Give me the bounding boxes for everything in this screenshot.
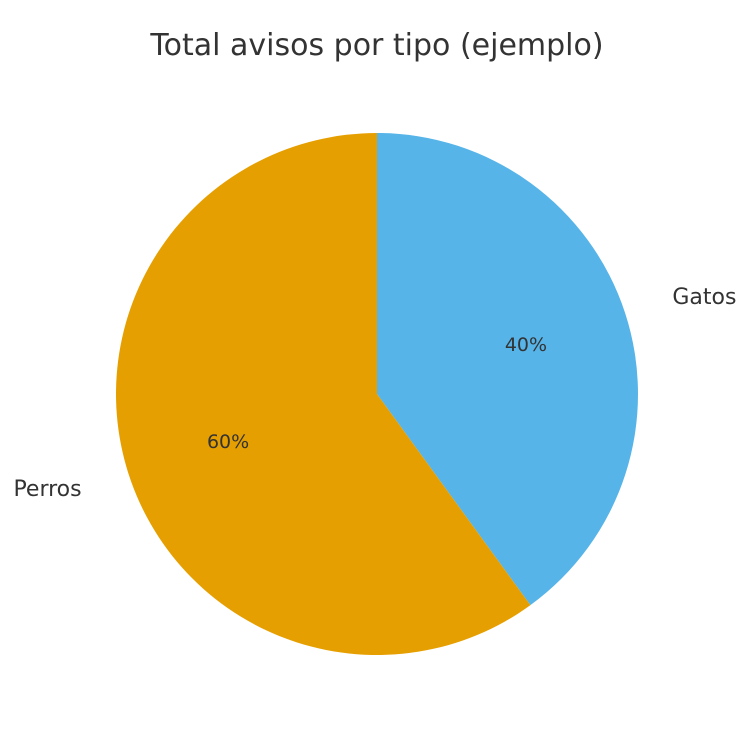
slice-label-gatos: Gatos	[672, 285, 736, 310]
pie-slice-perros	[115, 133, 531, 656]
slice-percent-gatos: 40%	[505, 334, 547, 356]
pie-slice-gatos	[377, 133, 638, 606]
chart-title: Total avisos por tipo (ejemplo)	[149, 28, 603, 63]
slice-percent-perros: 60%	[207, 431, 249, 453]
slice-label-perros: Perros	[13, 477, 81, 502]
pie-slices	[115, 133, 638, 656]
pie-labels: Gatos 40% Perros 60%	[13, 285, 736, 502]
